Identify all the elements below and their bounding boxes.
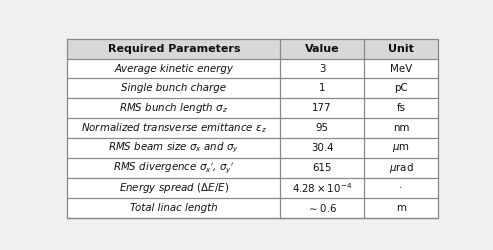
Text: Unit: Unit [388,44,414,54]
Text: RMS divergence $\mathit{\sigma_x{}}^{\prime}$, $\mathit{\sigma_y{}}^{\prime}$: RMS divergence $\mathit{\sigma_x{}}^{\pr… [113,160,235,175]
Text: 30.4: 30.4 [311,143,333,153]
Text: $\mathit{\mu}$m: $\mathit{\mu}$m [392,142,410,154]
Text: RMS beam size $\mathit{\sigma_x}$ and $\mathit{\sigma_y}$: RMS beam size $\mathit{\sigma_x}$ and $\… [108,141,239,155]
Text: $\sim 0.6$: $\sim 0.6$ [307,202,337,214]
Text: Energy spread $(\Delta E/E)$: Energy spread $(\Delta E/E)$ [119,181,229,195]
Text: 1: 1 [319,84,325,94]
Text: $4.28\times10^{-4}$: $4.28\times10^{-4}$ [292,181,352,195]
Text: nm: nm [392,123,409,133]
Text: fs: fs [396,103,405,113]
Text: Total linac length: Total linac length [130,203,218,213]
Text: Normalized transverse emittance $\mathit{\epsilon_z}$: Normalized transverse emittance $\mathit… [81,121,267,135]
Text: m: m [396,203,406,213]
Text: $\mathit{\mu}$rad: $\mathit{\mu}$rad [388,161,413,175]
Text: MeV: MeV [390,64,412,74]
Text: 177: 177 [313,103,332,113]
Text: Required Parameters: Required Parameters [107,44,240,54]
Text: Single bunch charge: Single bunch charge [121,84,226,94]
Text: 95: 95 [316,123,329,133]
Text: Value: Value [305,44,340,54]
Text: RMS bunch length $\mathit{\sigma_z}$: RMS bunch length $\mathit{\sigma_z}$ [119,101,228,115]
Text: Average kinetic energy: Average kinetic energy [114,64,233,74]
Text: ·: · [399,183,402,193]
Text: 3: 3 [319,64,325,74]
Text: 615: 615 [313,163,332,173]
Text: pC: pC [394,84,408,94]
